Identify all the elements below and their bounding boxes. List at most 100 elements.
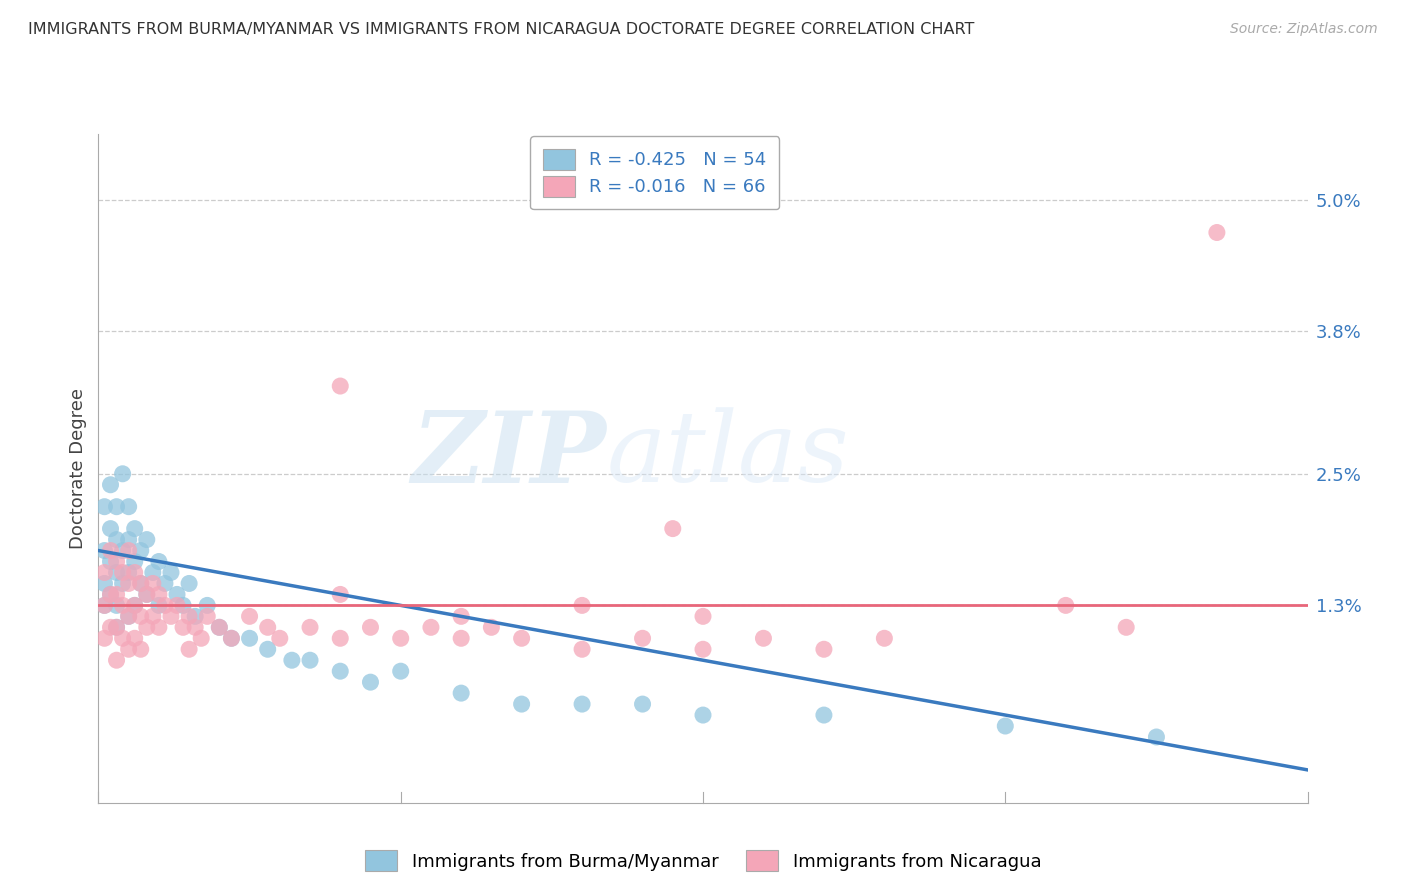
Point — [129, 576, 152, 591]
Point — [93, 543, 115, 558]
Point — [124, 555, 146, 569]
Point — [93, 599, 115, 613]
Point — [135, 587, 157, 601]
Point — [105, 653, 128, 667]
Point — [160, 609, 183, 624]
Point — [1054, 599, 1077, 613]
Point — [153, 599, 176, 613]
Point — [129, 642, 152, 657]
Point — [111, 576, 134, 591]
Point — [184, 620, 207, 634]
Point — [256, 620, 278, 634]
Point — [100, 587, 122, 601]
Point — [124, 599, 146, 613]
Point — [994, 719, 1017, 733]
Y-axis label: Doctorate Degree: Doctorate Degree — [69, 388, 87, 549]
Point — [481, 620, 503, 634]
Point — [148, 620, 170, 634]
Text: Source: ZipAtlas.com: Source: ZipAtlas.com — [1230, 22, 1378, 37]
Point — [93, 566, 115, 580]
Point — [118, 576, 141, 591]
Point — [148, 555, 170, 569]
Point — [221, 632, 243, 646]
Point — [105, 566, 128, 580]
Point — [450, 686, 472, 700]
Point — [510, 697, 533, 711]
Point — [160, 566, 183, 580]
Point — [118, 543, 141, 558]
Point — [184, 609, 207, 624]
Point — [100, 555, 122, 569]
Point — [124, 632, 146, 646]
Point — [360, 620, 382, 634]
Point — [172, 599, 194, 613]
Point — [299, 653, 322, 667]
Point — [100, 522, 122, 536]
Point — [111, 543, 134, 558]
Point — [142, 566, 165, 580]
Legend: R = -0.425   N = 54, R = -0.016   N = 66: R = -0.425 N = 54, R = -0.016 N = 66 — [530, 136, 779, 210]
Point — [299, 620, 322, 634]
Point — [135, 533, 157, 547]
Point — [190, 632, 212, 646]
Point — [118, 642, 141, 657]
Point — [93, 500, 115, 514]
Point — [148, 599, 170, 613]
Point — [148, 587, 170, 601]
Point — [1206, 226, 1229, 240]
Point — [93, 599, 115, 613]
Point — [111, 467, 134, 481]
Point — [111, 632, 134, 646]
Point — [510, 632, 533, 646]
Point — [1144, 730, 1167, 744]
Point — [100, 620, 122, 634]
Point — [105, 555, 128, 569]
Point — [208, 620, 231, 634]
Point — [1115, 620, 1137, 634]
Point — [813, 642, 835, 657]
Text: IMMIGRANTS FROM BURMA/MYANMAR VS IMMIGRANTS FROM NICARAGUA DOCTORATE DEGREE CORR: IMMIGRANTS FROM BURMA/MYANMAR VS IMMIGRA… — [28, 22, 974, 37]
Point — [195, 609, 218, 624]
Point — [118, 566, 141, 580]
Point — [571, 697, 593, 711]
Point — [420, 620, 443, 634]
Point — [662, 522, 685, 536]
Point — [631, 697, 654, 711]
Point — [195, 599, 218, 613]
Point — [873, 632, 896, 646]
Point — [124, 522, 146, 536]
Point — [571, 599, 593, 613]
Text: atlas: atlas — [606, 408, 849, 502]
Point — [208, 620, 231, 634]
Point — [142, 576, 165, 591]
Point — [329, 587, 352, 601]
Point — [692, 609, 714, 624]
Point — [153, 576, 176, 591]
Point — [111, 599, 134, 613]
Point — [329, 664, 352, 678]
Point — [118, 609, 141, 624]
Point — [105, 533, 128, 547]
Point — [118, 609, 141, 624]
Legend: Immigrants from Burma/Myanmar, Immigrants from Nicaragua: Immigrants from Burma/Myanmar, Immigrant… — [357, 843, 1049, 879]
Text: ZIP: ZIP — [412, 407, 606, 503]
Point — [450, 632, 472, 646]
Point — [93, 632, 115, 646]
Point — [172, 620, 194, 634]
Point — [329, 379, 352, 393]
Point — [179, 642, 201, 657]
Point — [100, 587, 122, 601]
Point — [129, 543, 152, 558]
Point — [118, 533, 141, 547]
Point — [135, 587, 157, 601]
Point — [360, 675, 382, 690]
Point — [692, 708, 714, 723]
Point — [100, 543, 122, 558]
Point — [142, 609, 165, 624]
Point — [166, 599, 188, 613]
Point — [179, 576, 201, 591]
Point — [239, 609, 262, 624]
Point — [124, 599, 146, 613]
Point — [93, 576, 115, 591]
Point — [571, 642, 593, 657]
